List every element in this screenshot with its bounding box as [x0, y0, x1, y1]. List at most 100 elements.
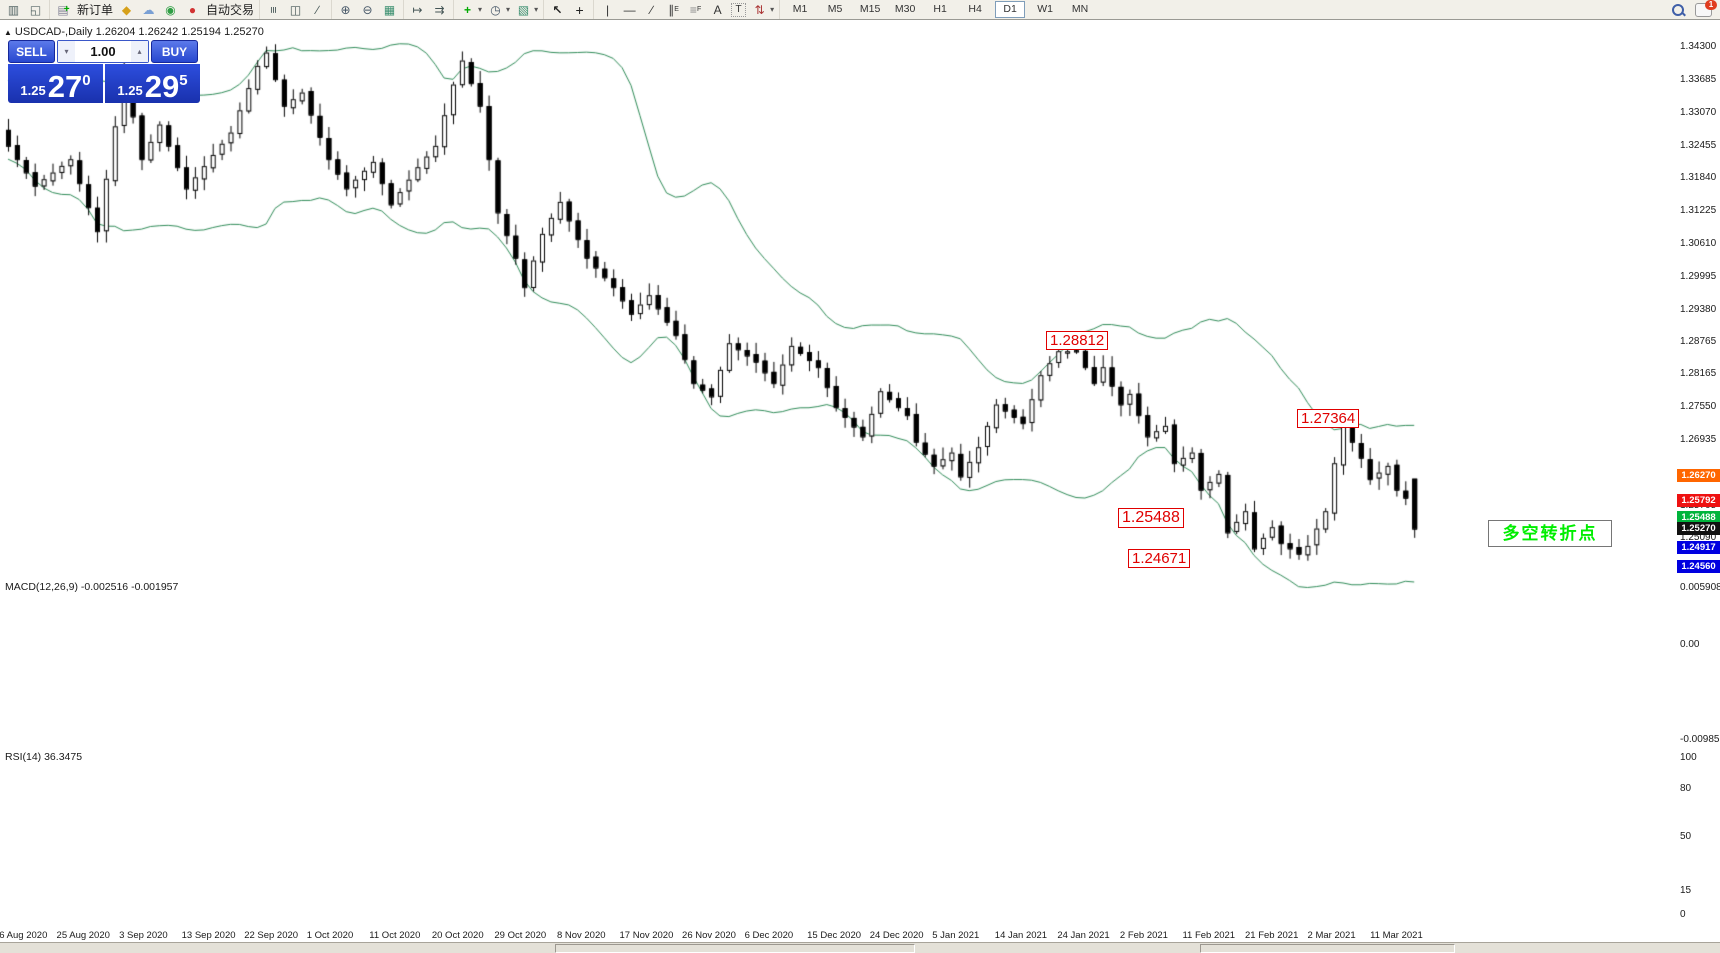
- price-axis-label: 1.33685: [1680, 74, 1717, 85]
- date-axis-label: 2 Feb 2021: [1119, 930, 1168, 941]
- one-click-collapse-icon[interactable]: ▲: [4, 28, 12, 37]
- buy-price-pipette: 5: [179, 72, 188, 89]
- macd-label: MACD(12,26,9) -0.002516 -0.001957: [5, 581, 179, 593]
- date-axis-label: 1 Oct 2020: [306, 930, 354, 941]
- volume-value[interactable]: 1.00: [90, 44, 116, 59]
- timeframe-m1[interactable]: M1: [792, 3, 808, 15]
- cursor-icon[interactable]: ↖: [552, 2, 563, 17]
- date-axis-label: 22 Sep 2020: [244, 930, 299, 941]
- text-icon[interactable]: A: [713, 2, 722, 17]
- sell-price[interactable]: 1.25 27 0: [8, 64, 103, 103]
- buy-button[interactable]: BUY: [151, 40, 198, 63]
- date-axis-label: 15 Dec 2020: [807, 930, 862, 941]
- price-axis-label: 1.27550: [1680, 401, 1717, 413]
- notification-icon[interactable]: 1: [1695, 0, 1717, 17]
- turning-point-label[interactable]: 多空转折点: [1488, 520, 1612, 547]
- price-flag-label[interactable]: 1.24671: [1128, 549, 1191, 569]
- volume-increase-button[interactable]: ▴: [131, 41, 148, 62]
- auto-scroll-icon[interactable]: ⇉: [434, 2, 445, 17]
- volume-decrease-button[interactable]: ▾: [58, 41, 75, 62]
- sell-button[interactable]: SELL: [8, 40, 55, 63]
- new-order-label[interactable]: 新订单: [77, 3, 114, 17]
- timeframe-w1[interactable]: W1: [1037, 3, 1053, 15]
- buy-price-big: 29: [144, 69, 180, 105]
- date-axis-label: 14 Jan 2021: [994, 930, 1048, 941]
- date-axis-label: 11 Oct 2020: [369, 930, 421, 941]
- bar-chart-icon[interactable]: ≡: [266, 5, 281, 14]
- autotrading-icon[interactable]: ●: [188, 2, 197, 17]
- price-axis-label: 1.26935: [1680, 434, 1717, 445]
- volume-stepper: ▾ 1.00 ▴: [57, 40, 149, 63]
- date-axis-label: 11 Mar 2021: [1370, 930, 1423, 941]
- price-flag-label[interactable]: 1.25488: [1118, 508, 1184, 529]
- macd-axis-label: 0.00: [1680, 639, 1700, 650]
- zoom-out-icon[interactable]: ⊖: [362, 2, 373, 17]
- rsi-axis-label: 50: [1680, 830, 1692, 842]
- price-axis-label: 1.29995: [1680, 270, 1717, 282]
- price-axis-label: 1.25090: [1680, 532, 1717, 544]
- search-icon[interactable]: [1671, 3, 1685, 17]
- indicators-icon[interactable]: +: [464, 2, 472, 17]
- trendline-icon[interactable]: ∕: [650, 2, 653, 17]
- price-flag-label[interactable]: 1.27364: [1297, 409, 1360, 429]
- buy-price[interactable]: 1.25 29 5: [105, 64, 200, 103]
- price-tag: 1.24560: [1677, 560, 1720, 574]
- chart-preview-icon[interactable]: ◱: [29, 2, 42, 17]
- arrows-icon[interactable]: ⇅: [754, 2, 765, 17]
- date-axis-label: 8 Nov 2020: [556, 930, 606, 941]
- text-label-icon[interactable]: T: [731, 2, 747, 17]
- price-tag: 1.24917: [1677, 541, 1720, 555]
- timeframe-d1[interactable]: D1: [995, 1, 1026, 18]
- price-tag: 1.25270: [1677, 522, 1720, 536]
- timeframe-h1[interactable]: H1: [933, 3, 947, 15]
- rsi-axis-label: 0: [1680, 909, 1686, 920]
- crosshair-icon[interactable]: +: [575, 1, 584, 18]
- styler-icon[interactable]: ◆: [121, 2, 132, 17]
- autotrade-label[interactable]: 自动交易: [206, 3, 255, 17]
- price-axis-label: 1.34300: [1680, 41, 1717, 53]
- new-order-icon[interactable]: ▤ +: [57, 2, 70, 17]
- sound-icon[interactable]: ◉: [165, 2, 176, 17]
- zoom-in-icon[interactable]: ⊕: [340, 2, 351, 17]
- timeframe-m15[interactable]: M15: [859, 3, 881, 15]
- buy-price-prefix: 1.25: [117, 83, 143, 98]
- chart-shift-icon[interactable]: ↦: [412, 2, 423, 17]
- date-axis-label: 24 Dec 2020: [869, 930, 924, 941]
- timeframe-m30[interactable]: M30: [894, 3, 916, 15]
- profile-icon[interactable]: ☁: [142, 2, 155, 17]
- date-axis-label: 26 Nov 2020: [682, 930, 736, 941]
- price-axis-label: 1.30610: [1680, 238, 1717, 249]
- periods-icon[interactable]: ◷: [490, 2, 501, 17]
- rsi-axis-label: 100: [1680, 752, 1697, 763]
- channel-icon[interactable]: ∥ E: [668, 2, 679, 17]
- chart-symbol-period: USDCAD-,Daily: [14, 26, 93, 38]
- status-bar: [0, 942, 1720, 953]
- price-tag: 1.26270: [1677, 468, 1720, 482]
- timeframe-group: M1 M5 M15 M30 H1 H4 D1 W1 MN: [779, 0, 1100, 19]
- date-axis-label: 6 Dec 2020: [744, 930, 794, 941]
- rsi-label: RSI(14) 36.3475: [5, 751, 83, 763]
- line-chart-icon[interactable]: ∕: [316, 2, 319, 17]
- notification-badge: 1: [1705, 0, 1717, 10]
- tile-windows-icon[interactable]: ▦: [383, 2, 396, 17]
- date-axis-label: 13 Sep 2020: [181, 930, 236, 941]
- fibonacci-icon[interactable]: ≡ F: [689, 2, 702, 17]
- templates-icon[interactable]: ▧: [517, 2, 530, 17]
- price-flag-label[interactable]: 1.28812: [1046, 331, 1109, 351]
- price-axis-label: 1.33070: [1680, 106, 1717, 118]
- timeframe-mn[interactable]: MN: [1071, 3, 1089, 15]
- chart-title: ▲ USDCAD-,Daily 1.26204 1.26242 1.25194 1…: [4, 26, 264, 38]
- one-click-panel: SELL ▾ 1.00 ▴ BUY 1.25 27 0 1.25 29 5: [8, 40, 200, 103]
- price-tag: 1.25488: [1677, 510, 1720, 524]
- vertical-line-icon[interactable]: |: [606, 2, 610, 17]
- horizontal-line-icon[interactable]: —: [623, 2, 636, 17]
- date-axis-label: 17 Nov 2020: [619, 930, 674, 941]
- timeframe-h4[interactable]: H4: [968, 3, 982, 15]
- toolbar: ▥ ◱ ▤ + 新订单 ◆ ☁ ◉ ● 自动交易 ≡ ◫ ∕ ⊕ ⊖ ▦ ↦ ⇉ …: [0, 0, 1720, 20]
- candlestick-icon[interactable]: ◫: [289, 2, 302, 17]
- terminal-icon[interactable]: ▥: [7, 2, 20, 17]
- timeframe-m5[interactable]: M5: [827, 3, 843, 15]
